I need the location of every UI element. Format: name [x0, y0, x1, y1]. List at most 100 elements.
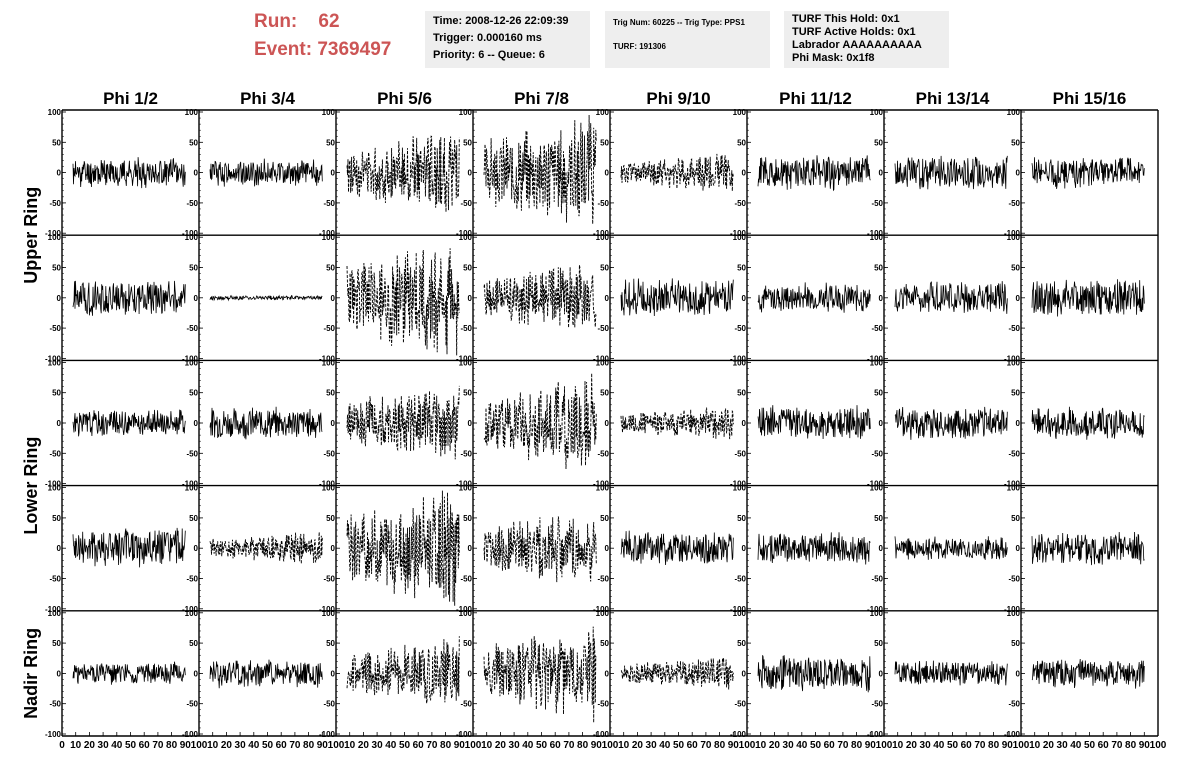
y-tick-label: -100 [1004, 480, 1021, 489]
x-tick-label: 50 [125, 740, 137, 751]
y-tick-label: 100 [459, 233, 473, 242]
waveform-panel: 100 50 0 -50 -100 [867, 484, 1008, 614]
run-event-header: Run: 62 Event: 7369497 [254, 8, 391, 64]
waveform-trace [757, 405, 871, 440]
column-header: Phi 3/4 [240, 89, 295, 108]
turf-this-hold-line: TURF This Hold: 0x1 [792, 13, 900, 25]
x-tick-label: 50 [262, 740, 274, 751]
waveform-trace [1031, 279, 1145, 317]
waveform-trace [757, 155, 871, 192]
y-tick-label: -50 [597, 575, 609, 584]
y-tick-label: -100 [1004, 730, 1021, 739]
y-tick-label: -50 [597, 449, 609, 458]
waveform-panel: 100 50 0 -50 -100 [867, 358, 1008, 489]
waveform-panel: 100 50 0 -50 -100 [730, 484, 871, 614]
x-tick-label: 40 [933, 740, 945, 751]
y-tick-label: 0 [1016, 419, 1021, 428]
waveform-trace [894, 536, 1008, 560]
y-tick-label: -100 [867, 605, 884, 614]
y-tick-label: 0 [742, 669, 747, 678]
x-tick-label: 90 [728, 740, 740, 751]
waveform-panel: 100 50 0 -50 -100 [182, 108, 323, 238]
x-tick-label: 10 [207, 740, 219, 751]
y-tick-label: 100 [48, 233, 62, 242]
y-tick-label: -100 [319, 480, 336, 489]
y-tick-label: 0 [468, 544, 473, 553]
y-tick-label: 0 [57, 419, 62, 428]
y-tick-label: 0 [468, 294, 473, 303]
y-tick-label: -100 [730, 480, 747, 489]
y-tick-label: 0 [57, 169, 62, 178]
waveform-panel: 100 50 0 -50 -100 [45, 484, 186, 614]
y-tick-label: 50 [874, 138, 883, 147]
x-tick-label: 10 [70, 740, 82, 751]
y-tick-label: 100 [48, 609, 62, 618]
y-tick-label: 50 [463, 389, 472, 398]
x-tick-label: 50 [673, 740, 685, 751]
y-tick-label: 100 [870, 484, 884, 493]
turf-info-box: TURF This Hold: 0x1 TURF Active Holds: 0… [784, 11, 949, 68]
y-tick-label: 50 [463, 639, 472, 648]
y-tick-label: 100 [596, 609, 610, 618]
y-tick-label: -100 [319, 229, 336, 238]
y-tick-label: 0 [742, 294, 747, 303]
x-tick-label: 90 [591, 740, 603, 751]
x-tick-label: 10 [618, 740, 630, 751]
column-header: Phi 15/16 [1053, 89, 1127, 108]
y-tick-label: 100 [322, 108, 336, 117]
y-tick-label: 0 [468, 669, 473, 678]
y-tick-label: 100 [1007, 233, 1021, 242]
time-info-box: Time: 2008-12-26 22:09:39 Trigger: 0.000… [425, 11, 590, 68]
y-tick-label: 0 [331, 294, 336, 303]
x-tick-label: 20 [495, 740, 507, 751]
y-tick-label: 100 [870, 609, 884, 618]
y-tick-label: 100 [733, 609, 747, 618]
y-tick-label: 100 [1007, 484, 1021, 493]
y-tick-label: -50 [186, 575, 198, 584]
waveform-trace [620, 530, 734, 566]
y-tick-label: -100 [456, 354, 473, 363]
run-value: 62 [318, 11, 340, 32]
x-tick-label: 30 [920, 740, 932, 751]
x-tick-label: 60 [824, 740, 836, 751]
trigger-line: Trigger: 0.000160 ms [433, 32, 542, 44]
y-tick-label: -50 [49, 449, 61, 458]
y-tick-label: -100 [593, 354, 610, 363]
y-tick-label: 0 [194, 419, 199, 428]
waveform-trace [620, 407, 734, 440]
trigger-info-box: Trig Num: 60225 -- Trig Type: PPS1 TURF:… [605, 11, 770, 68]
y-tick-label: 50 [600, 639, 609, 648]
waveform-panel: 100 50 0 -50 -100 [319, 484, 460, 614]
waveform-panel: 100 50 0 -50 -100 [593, 358, 734, 489]
y-tick-label: -100 [730, 605, 747, 614]
waveform-panel: 100 50 0 -50 -100 [1004, 233, 1145, 363]
x-tick-label: 70 [1111, 740, 1123, 751]
x-tick-label: 40 [248, 740, 260, 751]
y-tick-label: 0 [742, 419, 747, 428]
y-tick-label: 0 [742, 544, 747, 553]
y-tick-label: -50 [186, 324, 198, 333]
waveform-trace [346, 385, 460, 460]
waveform-panel: 100 50 0 -50 -100 [730, 233, 871, 363]
y-tick-label: 0 [1016, 169, 1021, 178]
x-tick-label: 50 [947, 740, 959, 751]
waveform-panel: 100 50 0 -50 -100 [182, 233, 323, 363]
x-tick-label: 90 [1002, 740, 1014, 751]
y-tick-label: 50 [737, 138, 746, 147]
y-tick-label: 100 [185, 484, 199, 493]
y-tick-label: 0 [605, 669, 610, 678]
y-tick-label: 100 [322, 609, 336, 618]
y-tick-label: -50 [734, 199, 746, 208]
y-tick-label: 0 [57, 294, 62, 303]
waveform-panel: 100 50 0 -50 -100 [319, 108, 460, 238]
waveform-panel: 100 50 0 -50 -100 [182, 609, 323, 739]
y-tick-label: -100 [593, 730, 610, 739]
x-tick-label: 40 [659, 740, 671, 751]
waveform-trace [209, 406, 323, 440]
y-tick-label: 50 [1011, 138, 1020, 147]
x-tick-label: 70 [289, 740, 301, 751]
time-line: Time: 2008-12-26 22:09:39 [433, 15, 569, 27]
trignum-line: Trig Num: 60225 -- Trig Type: PPS1 [613, 18, 745, 27]
x-tick-label: 100 [328, 740, 345, 751]
y-tick-label: -50 [1008, 324, 1020, 333]
